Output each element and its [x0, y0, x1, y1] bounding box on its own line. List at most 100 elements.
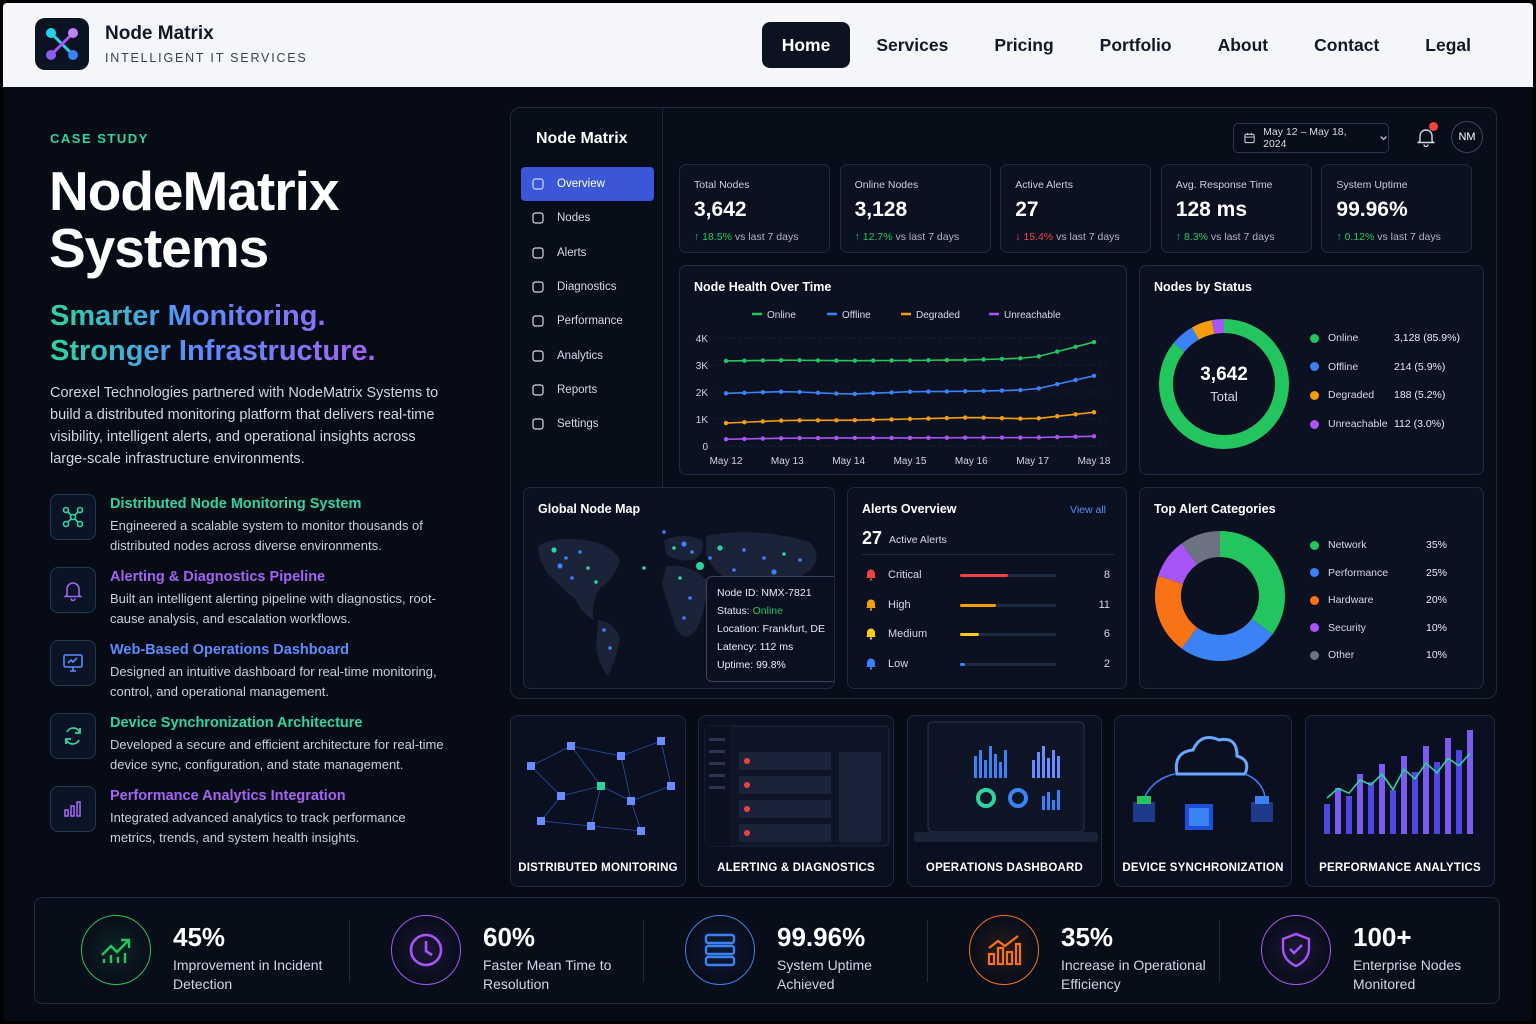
arrow-down-icon: ↓: [1015, 231, 1024, 243]
kpi-change: ↑ 12.7% vs last 7 days: [855, 231, 960, 243]
sidebar-item-performance[interactable]: Performance: [521, 304, 654, 338]
sidebar-item-alerts[interactable]: Alerts: [521, 236, 654, 270]
alert-row-critical[interactable]: Critical 8: [862, 566, 1110, 586]
home-icon: [531, 177, 557, 191]
data-point: [815, 358, 821, 363]
alert-row-low[interactable]: Low 2: [862, 655, 1110, 675]
sidebar-item-reports[interactable]: Reports: [521, 373, 654, 407]
node-dot: [708, 556, 712, 560]
data-point: [723, 391, 729, 396]
nav-home[interactable]: Home: [761, 22, 851, 68]
status-value: 214 (5.9%): [1394, 360, 1446, 373]
nav-contact[interactable]: Contact: [1314, 34, 1380, 55]
sidebar-item-label: Performance: [557, 315, 623, 328]
view-all-link[interactable]: View all: [1070, 504, 1106, 516]
date-range-picker[interactable]: May 12 – May 18, 2024: [1233, 123, 1389, 153]
nav-pricing[interactable]: Pricing: [994, 34, 1054, 55]
data-point: [1073, 344, 1078, 350]
sidebar-item-overview[interactable]: Overview: [521, 167, 654, 202]
x-tick-label: May 14: [832, 456, 865, 467]
selected-node-dot[interactable]: [696, 562, 704, 570]
data-point: [907, 416, 913, 422]
node-dot: [682, 616, 686, 620]
sidebar-item-diagnostics[interactable]: Diagnostics: [521, 270, 654, 304]
performance-icon: [531, 314, 557, 328]
notification-bell-icon[interactable]: [1417, 127, 1435, 147]
data-point: [852, 418, 857, 423]
stat-value: 45%: [173, 922, 226, 952]
alert-bar-track: [960, 603, 1056, 607]
x-tick-label: May 12: [710, 456, 743, 467]
tooltip-latency: Latency: 112 ms: [717, 641, 794, 653]
thumb-bar: [1346, 796, 1352, 834]
thumb-distributed-monitoring[interactable]: DISTRIBUTED MONITORING: [510, 715, 686, 887]
sidebar-item-settings[interactable]: Settings: [521, 407, 654, 441]
legend-dot: [1310, 333, 1319, 343]
nodes-icon: [531, 211, 557, 225]
thumb-bar: [1368, 782, 1374, 834]
alert-count: 2: [1103, 657, 1110, 670]
nav-legal[interactable]: Legal: [1425, 34, 1471, 55]
kpi-change-value: 8.3%: [1183, 231, 1208, 243]
feature-title: Alerting & Diagnostics Pipeline: [110, 569, 326, 585]
status-legend-row: Online: [1310, 332, 1358, 344]
legend-dot: [1310, 540, 1319, 550]
nodes-by-status-title: Nodes by Status: [1154, 280, 1252, 294]
feature-title: Distributed Node Monitoring System: [110, 496, 362, 512]
user-avatar[interactable]: NM: [1451, 121, 1483, 153]
notification-badge: [1429, 122, 1438, 131]
data-point: [944, 357, 949, 363]
nav-portfolio[interactable]: Portfolio: [1099, 34, 1172, 55]
kpi-label: Avg. Response Time: [1175, 179, 1273, 191]
status-name: Offline: [1328, 360, 1359, 373]
dashboard-preview: Node Matrix Overview Nodes Alerts Diagnosti…: [510, 107, 1497, 699]
brand-name[interactable]: Node Matrix: [105, 23, 214, 44]
active-alerts-count: 27: [862, 528, 883, 548]
stat-desc: Increase in Operational Efficiency: [1061, 957, 1206, 992]
category-legend-row: Performance: [1310, 567, 1388, 579]
alert-critical-icon: [864, 567, 878, 584]
data-point: [1073, 377, 1078, 383]
bell-icon: [531, 246, 557, 260]
thumb-operations-dashboard[interactable]: OPERATIONS DASHBOARD: [907, 715, 1102, 887]
data-point: [871, 417, 876, 423]
data-point: [797, 418, 802, 423]
thumb-trend-line: [1326, 753, 1471, 799]
thumb-device-synchronization[interactable]: DEVICE SYNCHRONIZATION: [1114, 715, 1292, 887]
sidebar-item-nodes[interactable]: Nodes: [521, 201, 654, 235]
kpi-card: Online Nodes 3,128 ↑ 12.7% vs last 7 days: [839, 164, 991, 253]
alert-row-high[interactable]: High 11: [862, 596, 1110, 616]
thumb-bar: [1445, 738, 1451, 834]
alert-row-medium[interactable]: Medium 6: [862, 625, 1110, 645]
data-point: [889, 390, 894, 395]
data-point: [907, 389, 913, 394]
data-point: [999, 415, 1005, 421]
thumb-alerting-diagnostics[interactable]: ALERTING & DIAGNOSTICS: [698, 715, 894, 887]
kpi-change-value: 15.4%: [1023, 231, 1054, 243]
date-range-label: May 12 – May 18, 2024: [1263, 126, 1347, 150]
data-point: [742, 390, 747, 395]
bar-chart-icon: [50, 786, 96, 832]
brand-logo-icon[interactable]: [35, 18, 89, 70]
kpi-value: 3,642: [694, 198, 747, 221]
data-point: [1055, 382, 1060, 387]
nav-services[interactable]: Services: [876, 34, 949, 55]
donut-slice-hardware: [1155, 575, 1198, 649]
feature-desc: Built an intelligent alerting pipeline w…: [110, 591, 436, 626]
tooltip-node-id: Node ID: NMX-7821: [717, 587, 812, 599]
data-point: [999, 388, 1005, 393]
node-dot: [732, 568, 736, 572]
thumb-label: OPERATIONS DASHBOARD: [925, 862, 1084, 874]
thumb-performance-analytics[interactable]: PERFORMANCE ANALYTICS: [1305, 715, 1495, 887]
legend-label: Degraded: [916, 310, 960, 321]
global-node-map-title: Global Node Map: [538, 502, 641, 516]
hero-intro: Corexel Technologies partnered with Node…: [50, 385, 439, 467]
data-point: [1018, 435, 1023, 440]
data-point: [834, 358, 839, 363]
legend-dot: [1310, 362, 1319, 372]
thumb-bar: [1379, 764, 1385, 834]
nav-about[interactable]: About: [1217, 34, 1269, 55]
sidebar-item-analytics[interactable]: Analytics: [521, 338, 654, 372]
chevron-down-icon: [1380, 136, 1387, 141]
node-dot: [608, 646, 612, 650]
